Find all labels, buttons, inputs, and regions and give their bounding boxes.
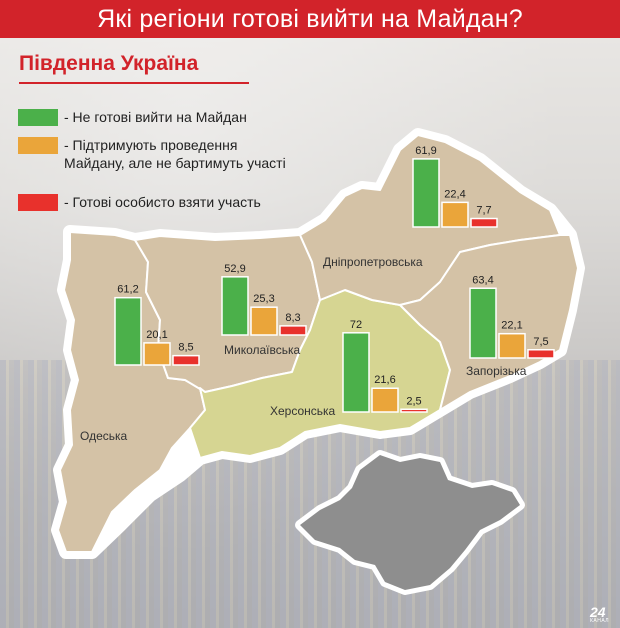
bar-not-ready (221, 276, 249, 336)
logo-number: 24 (590, 604, 606, 620)
legend-item-ready: - Готові особисто взяти участь (18, 193, 294, 211)
bar-ready (279, 325, 307, 336)
bar-ready (172, 354, 200, 366)
bar-support (371, 387, 399, 413)
region-labels: Одеська Миколаївська Херсонська Дніпропе… (80, 255, 527, 443)
bar-not-ready (469, 287, 497, 359)
region-crimea-fill (300, 455, 520, 590)
bar-value-label: 8,5 (178, 342, 193, 354)
map-layer (51, 128, 585, 595)
bar-value-label: 61,9 (415, 145, 436, 157)
bar-value-label: 22,1 (501, 320, 522, 332)
bar-value-label: 72 (350, 319, 362, 331)
region-label-kherson: Херсонська (270, 404, 336, 418)
legend-label: - Готові особисто взяти участь (64, 194, 261, 210)
bar-value-label: 52,9 (224, 263, 245, 275)
legend-swatch-red (18, 194, 58, 211)
region-label-dnipro: Дніпропетровська (323, 255, 423, 269)
legend-label: - Не готові вийти на Майдан (64, 109, 247, 125)
bar-value-label: 8,3 (285, 312, 300, 324)
bar-value-label: 20,1 (146, 329, 167, 341)
logo-subtext: КАНАЛ (590, 618, 610, 624)
legend-swatch-green (18, 109, 58, 126)
bar-value-label: 21,6 (374, 374, 395, 386)
legend-item-support: - Підтримують проведення Майдану, але не… (18, 136, 294, 172)
subtitle-underline (19, 82, 249, 84)
bar-value-label: 2,5 (406, 395, 421, 407)
bar-not-ready (412, 158, 440, 228)
bar-support (441, 201, 469, 228)
bar-value-label: 7,7 (476, 205, 491, 217)
bar-value-label: 22,4 (444, 188, 465, 200)
legend-label: - Підтримують проведення Майдану, але не… (64, 137, 286, 171)
bar-value-label: 61,2 (117, 284, 138, 296)
bar-ready (527, 349, 555, 359)
bar-not-ready (114, 296, 142, 366)
page-title: Які регіони готові вийти на Майдан? (97, 5, 523, 33)
bar-value-label: 7,5 (533, 336, 548, 348)
legend-swatch-orange (18, 137, 58, 154)
region-label-zaporizhzhia: Запорізька (466, 364, 527, 378)
bar-support (498, 332, 526, 359)
legend-item-not-ready: - Не готові вийти на Майдан (18, 108, 294, 126)
bar-not-ready (342, 332, 370, 413)
bar-support (143, 342, 171, 366)
region-label-odesa: Одеська (80, 429, 128, 443)
bar-value-label: 25,3 (253, 293, 274, 305)
bar-support (250, 306, 278, 336)
bar-value-label: 63,4 (472, 274, 493, 286)
region-label-mykolaiv: Миколаївська (224, 343, 301, 357)
bar-marks: 61,2 20,1 8,5 52,9 25,3 8,3 72 21,6 2,5 61,9 22,4 7… (114, 145, 555, 413)
bar-ready (470, 217, 498, 228)
bar-ready (400, 408, 428, 413)
channel-logo: 24 КАНАЛ (590, 605, 612, 625)
region-subtitle: Південна Україна (19, 52, 199, 75)
title-bar (0, 0, 620, 38)
